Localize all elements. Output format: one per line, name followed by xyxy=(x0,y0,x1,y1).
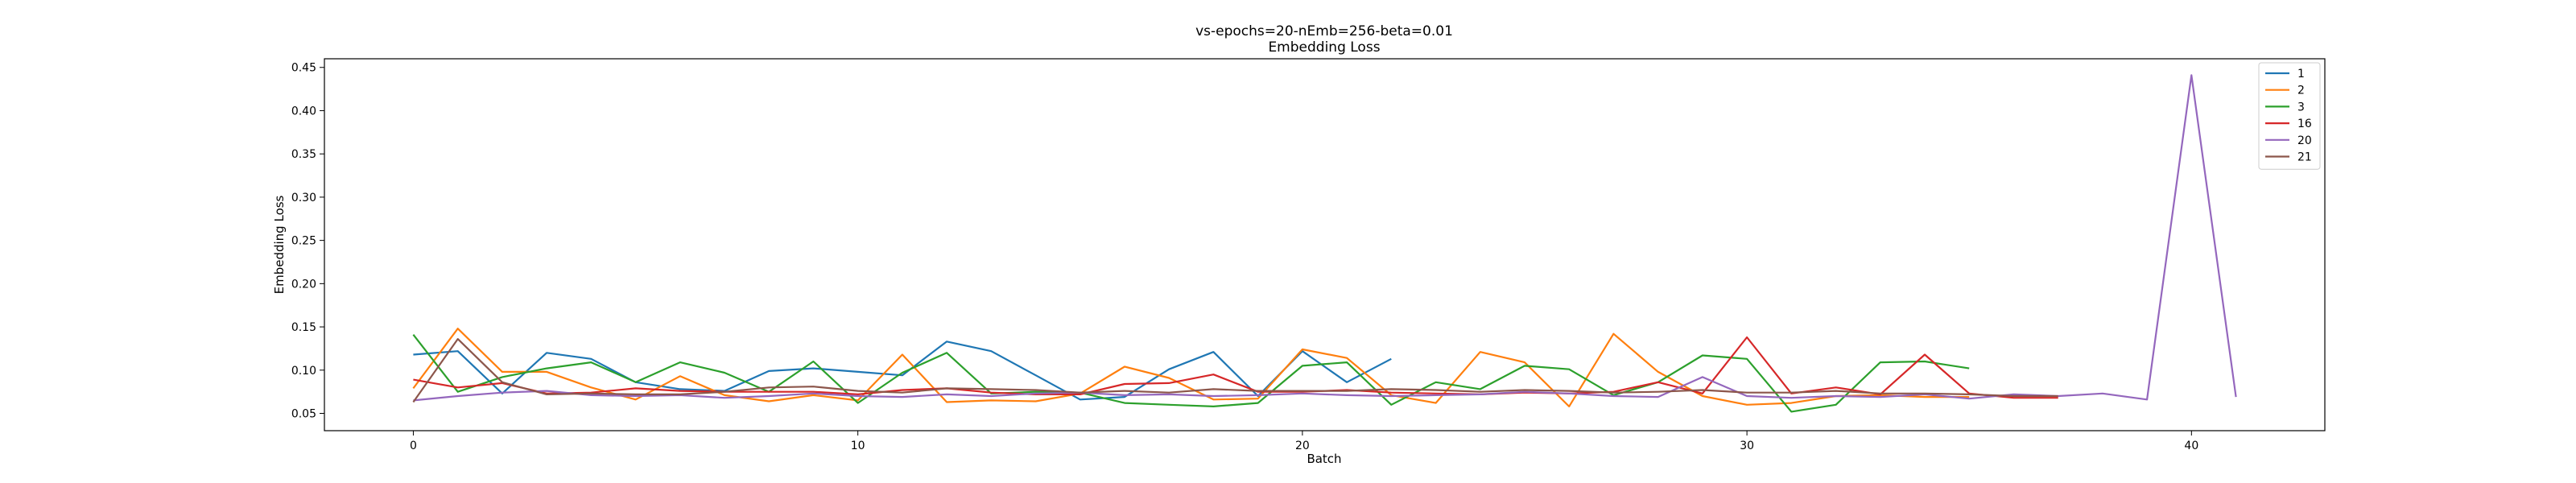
x-tick-label: 40 xyxy=(2184,440,2198,452)
y-tick-label: 0.45 xyxy=(291,62,316,75)
x-tick-label: 30 xyxy=(1740,440,1754,452)
y-tick-label: 0.25 xyxy=(291,235,316,248)
series-line-2 xyxy=(412,328,1970,407)
chart-subtitle: Embedding Loss xyxy=(1268,39,1380,56)
legend-label-20: 20 xyxy=(2297,134,2312,147)
y-axis-label: Embedding Loss xyxy=(272,195,287,294)
plot-frame xyxy=(324,58,2326,431)
series-line-3 xyxy=(412,334,1970,413)
x-tick-label: 20 xyxy=(1295,440,1310,452)
y-tick-label: 0.35 xyxy=(291,148,316,161)
chart-title: vs-epochs=20-nEmb=256-beta=0.01 xyxy=(1195,23,1453,39)
y-tick-label: 0.40 xyxy=(291,105,316,118)
legend-label-3: 3 xyxy=(2297,101,2305,114)
x-tick-label: 0 xyxy=(410,440,417,452)
series-lines xyxy=(412,74,2237,413)
series-line-1 xyxy=(413,341,1392,401)
legend-label-21: 21 xyxy=(2297,151,2312,164)
y-tick-label: 0.20 xyxy=(291,278,316,291)
x-tick-label: 10 xyxy=(851,440,865,452)
legend: 1 2 3 16 20 21 xyxy=(2258,62,2321,170)
y-tick-label: 0.10 xyxy=(291,365,316,378)
legend-label-2: 2 xyxy=(2297,85,2305,97)
legend-label-16: 16 xyxy=(2297,118,2312,130)
x-axis-label: Batch xyxy=(1307,452,1341,466)
series-line-16 xyxy=(413,336,2058,399)
series-line-21 xyxy=(412,338,2058,403)
axis-ticks: 0 10 20 30 40 0.05 0.10 0.15 0.20 0.25 0.30 0.35 0.4… xyxy=(291,62,2198,452)
y-tick-label: 0.05 xyxy=(291,408,316,421)
y-tick-label: 0.30 xyxy=(291,192,316,204)
series-line-20 xyxy=(413,74,2237,402)
y-tick-label: 0.15 xyxy=(291,321,316,334)
legend-label-1: 1 xyxy=(2297,68,2305,80)
